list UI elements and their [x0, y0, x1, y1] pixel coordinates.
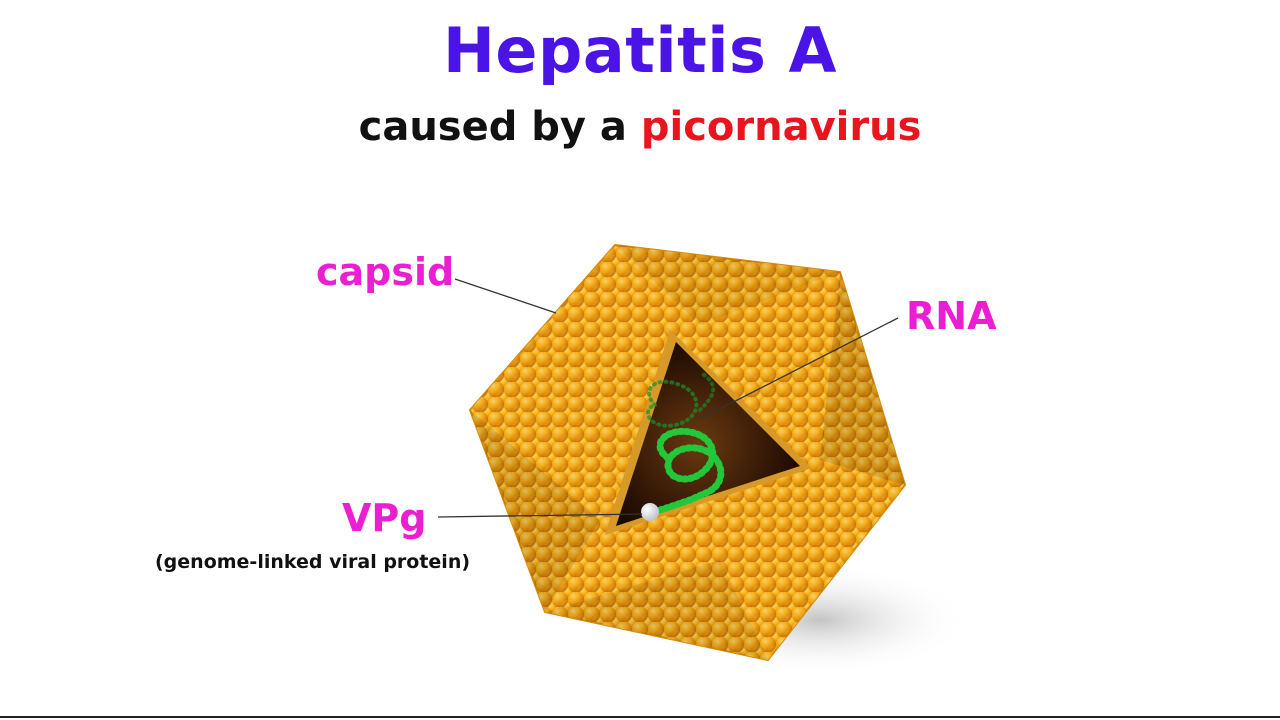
diagram-subtitle: caused by a picornavirus — [0, 104, 1280, 150]
capsid-label: capsid — [316, 250, 455, 294]
vpg-label: VPg — [342, 496, 427, 540]
rna-label: RNA — [906, 294, 997, 338]
subtitle-highlight: picornavirus — [640, 104, 922, 150]
rna-leader-line — [701, 317, 899, 419]
bottom-border — [0, 716, 1280, 718]
subtitle-prefix: caused by a — [358, 104, 641, 150]
vpg-protein — [641, 503, 659, 521]
diagram-title: Hepatitis A — [443, 14, 837, 87]
capsid-leader-line — [454, 278, 557, 314]
capsid-cutaway — [605, 330, 812, 535]
rna-strand — [646, 370, 725, 516]
vpg-caption: (genome-linked viral protein) — [155, 551, 471, 573]
vpg-leader-line — [437, 513, 643, 518]
